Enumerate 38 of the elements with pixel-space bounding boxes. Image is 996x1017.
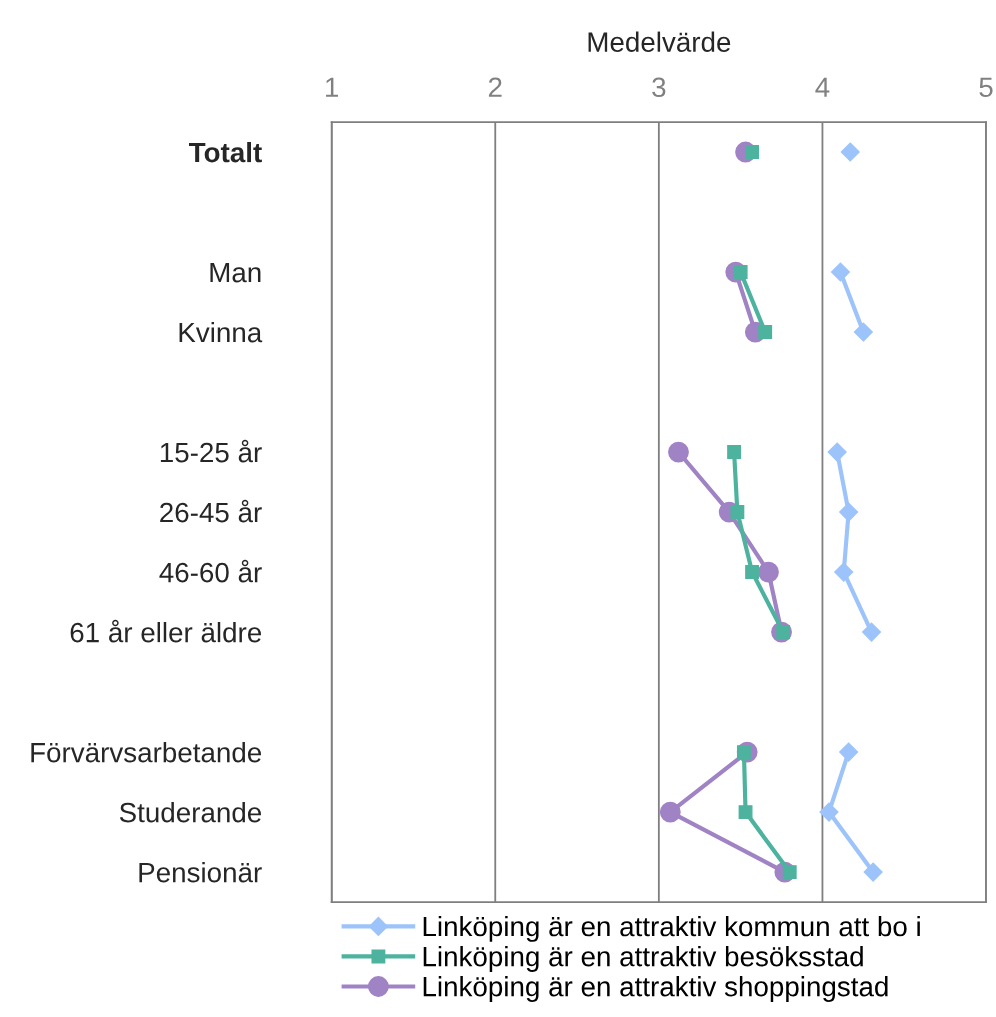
y-tick-label: 61 år eller äldre	[70, 619, 262, 643]
y-tick-label: 15-25 år	[160, 439, 262, 463]
x-axis-title: Medelvärde	[588, 31, 731, 52]
legend-label: Linköping är en attraktiv shoppingstad	[423, 976, 888, 1002]
y-tick-label: 46-60 år	[159, 559, 262, 583]
x-tick-label: 1	[326, 77, 339, 97]
legend-label: Linköping är en attraktiv kommun att bo i	[423, 915, 920, 942]
point	[668, 441, 689, 463]
y-tick-label: Kvinna	[179, 321, 263, 343]
point	[730, 505, 745, 520]
point	[758, 561, 779, 583]
y-tick-label: Totalt	[188, 141, 262, 163]
y-tick-label: Pensionär	[139, 862, 262, 883]
y-tick-label: Studerande	[119, 802, 261, 823]
point	[758, 325, 773, 339]
point	[727, 445, 742, 460]
x-tick-label: 4	[815, 77, 830, 97]
x-tick-label: 2	[488, 77, 502, 97]
point	[839, 742, 859, 762]
point	[819, 802, 839, 822]
point	[827, 442, 847, 462]
point	[659, 801, 681, 823]
point	[745, 565, 760, 580]
point	[863, 862, 883, 882]
point	[839, 502, 859, 522]
x-tick-label: 5	[979, 77, 993, 98]
point	[738, 805, 753, 820]
y-tick-label: Man	[210, 263, 261, 283]
point	[840, 142, 860, 162]
point	[830, 262, 850, 282]
point	[853, 322, 873, 342]
point	[834, 562, 854, 582]
y-tick-label: Förvärvsarbetande	[31, 742, 262, 763]
point	[861, 622, 882, 642]
legend-label: Linköping är en attraktiv besöksstad	[423, 946, 863, 972]
x-tick-label: 3	[652, 77, 666, 98]
point	[745, 145, 760, 159]
y-tick-label: 26-45 år	[160, 499, 262, 523]
